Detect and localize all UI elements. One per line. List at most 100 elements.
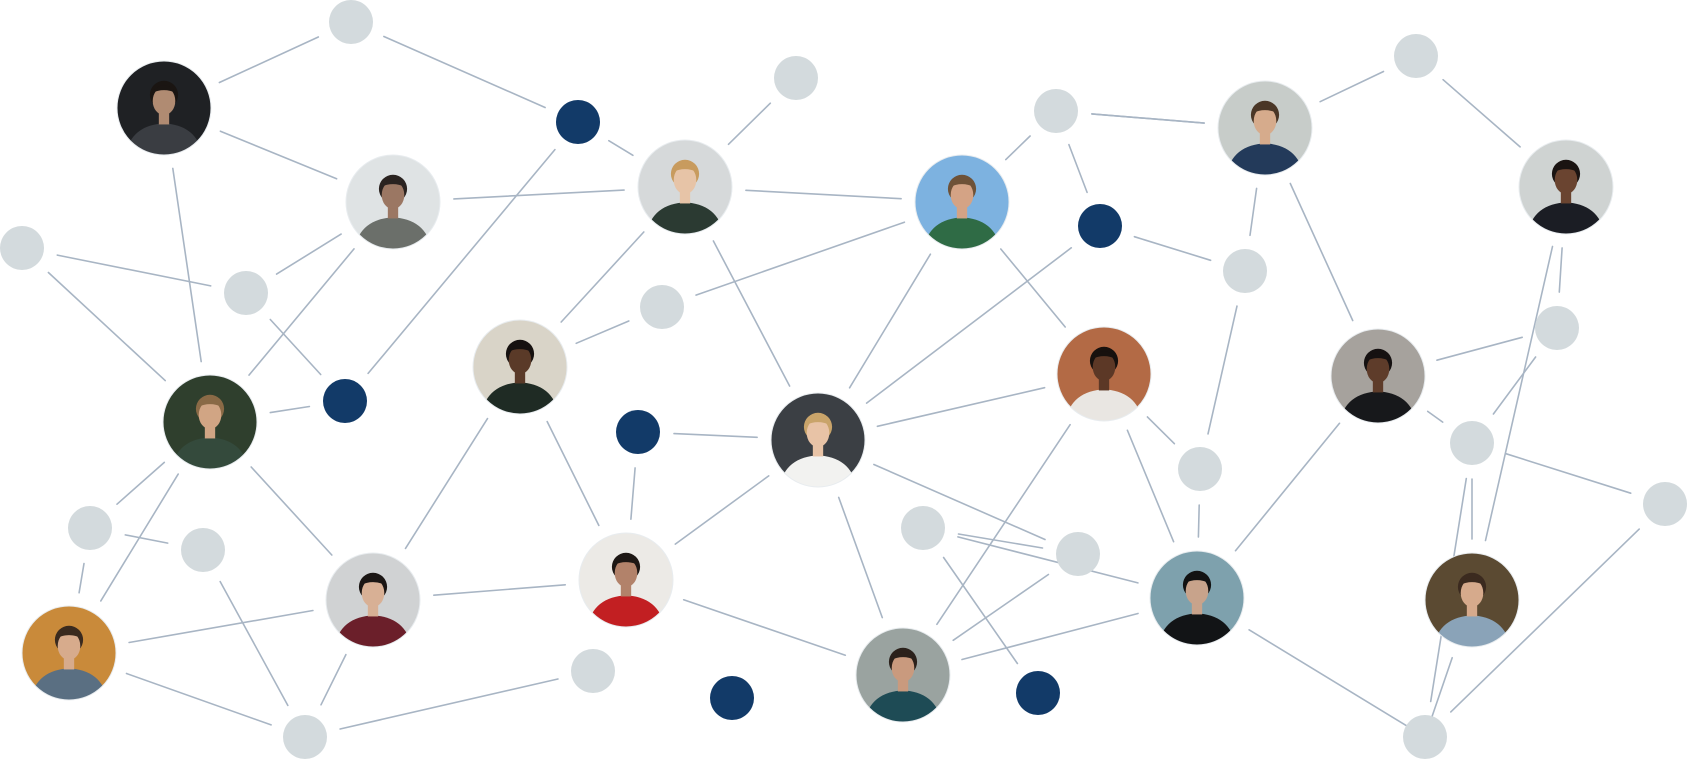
edge-g5-p4 [695,221,906,296]
avatar-p10[interactable] [1056,326,1152,448]
avatar-p12[interactable] [21,605,117,727]
avatar-p9[interactable] [770,392,866,514]
avatar-ring [1518,139,1614,235]
person-dark-turtleneck-icon [473,320,567,414]
person-blond-closeup-icon [638,140,732,234]
avatar-p16[interactable] [1149,550,1245,672]
edge-g13-g14 [957,533,1044,549]
avatar-ring [855,627,951,723]
edge-g1-p1 [218,36,320,84]
edge-g11-g19 [1450,528,1640,713]
edge-n2-p9 [865,247,1073,404]
gray-dot-node-g4 [224,271,268,315]
avatar-p5[interactable] [1217,80,1313,202]
edge-p3-p9 [712,240,791,387]
edge-g3-g4 [56,254,212,287]
gray-dot-node-g8 [1394,34,1438,78]
gray-dot-node-g9 [1535,306,1579,350]
edge-p8-p13 [404,417,489,550]
edge-g2-p3 [727,102,772,146]
edge-p10-p9 [876,386,1046,428]
edge-p8-p14 [546,420,600,527]
avatar-p11[interactable] [1330,328,1426,450]
edge-n2-g7 [1133,235,1212,262]
navy-dot-node-n4 [616,410,660,454]
avatar-p4[interactable] [914,154,1010,276]
person-navy-jacket-icon [1218,81,1312,175]
edge-p5-p11 [1289,182,1354,322]
gray-dot-node-g5 [640,285,684,329]
edge-p9-g14 [873,463,1046,541]
avatar-ring [637,139,733,235]
edge-p2-p7 [248,248,355,376]
edge-g6-n2 [1068,143,1088,194]
edge-g12-p16 [1197,504,1200,538]
edge-p4-g6 [1004,135,1031,161]
avatar-p8[interactable] [472,319,568,441]
edge-n4-p14 [630,467,636,521]
edge-g6-p5 [1091,113,1205,124]
edge-n1-p3 [607,139,634,157]
person-maroon-blazer-icon [326,553,420,647]
edge-p12-g15 [78,562,85,594]
person-red-shirt-glasses-icon [579,533,673,627]
edge-p5-g8 [1319,70,1385,103]
avatar-ring [1217,80,1313,176]
person-street-wall-icon [346,155,440,249]
edge-p12-g18 [125,672,272,726]
person-black-outfit-icon [1331,329,1425,423]
avatar-p15[interactable] [855,627,951,749]
avatar-ring [116,60,212,156]
avatar-p2[interactable] [345,154,441,276]
gray-dot-node-g14 [1056,532,1100,576]
avatar-p1[interactable] [116,60,212,182]
avatar-ring [1056,326,1152,422]
person-blue-shirt-plants-icon [1425,553,1519,647]
edge-n4-p9 [673,432,758,439]
avatar-ring [1330,328,1426,424]
edge-p14-p15 [682,598,847,657]
edge-g5-p8 [575,320,630,345]
avatar-p14[interactable] [578,532,674,654]
edge-g3-p7 [47,271,166,382]
avatar-p6[interactable] [1518,139,1614,261]
person-black-hoodie-icon [1150,551,1244,645]
edge-n1-n3 [367,148,556,375]
edge-p10-p16 [1126,429,1175,543]
edge-p2-g4 [275,233,342,275]
avatar-ring [770,392,866,488]
edge-p6-p17 [1484,245,1554,542]
edge-p6-g9 [1558,247,1563,293]
edge-p16-p15 [961,612,1139,661]
edge-g14-p15 [952,573,1050,642]
gray-dot-node-g1 [329,0,373,44]
edge-g1-n1 [383,35,546,109]
edge-p1-p7 [172,167,202,363]
avatar-ring [914,154,1010,250]
navy-dot-node-n3 [323,379,367,423]
avatar-ring [162,374,258,470]
edge-g15-g16 [124,534,169,544]
edge-g16-g18 [219,580,289,707]
person-forest-coat-icon [163,375,257,469]
edge-p4-p9 [848,253,932,389]
edge-p16-g13 [957,536,1139,584]
edge-g9-p11 [1436,336,1523,362]
avatar-p13[interactable] [325,552,421,674]
avatar-ring [1149,550,1245,646]
gray-dot-node-g11 [1643,482,1687,526]
avatar-p17[interactable] [1424,552,1520,674]
gray-dot-node-g18 [283,715,327,759]
avatar-p7[interactable] [162,374,258,496]
edge-g10-g11 [1505,452,1632,495]
gray-dot-node-g6 [1034,89,1078,133]
edge-p5-g7 [1249,187,1258,237]
edge-g4-n3 [269,318,322,376]
avatar-p3[interactable] [637,139,733,261]
gray-dot-node-g10 [1450,421,1494,465]
edge-p9-p15 [837,496,884,619]
edge-p10-p15 [936,423,1071,626]
person-denim-jacket-icon [22,606,116,700]
